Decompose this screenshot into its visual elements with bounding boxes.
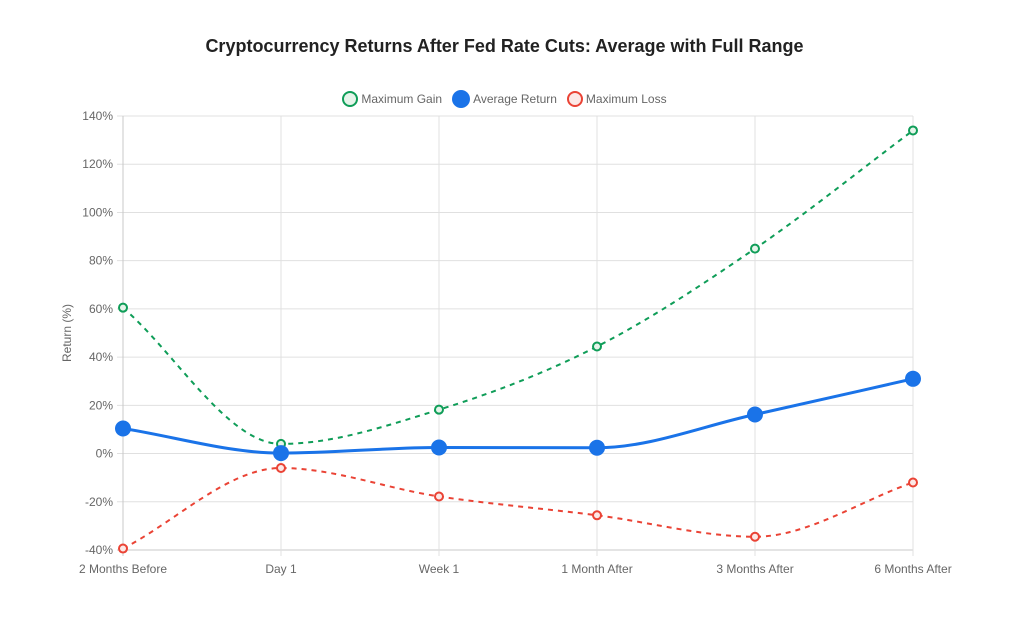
legend-item-maximum-gain[interactable]: Maximum Gain (342, 91, 442, 107)
legend: Maximum Gain Average Return Maximum Loss (0, 90, 1009, 108)
legend-item-maximum-loss[interactable]: Maximum Loss (566, 91, 667, 107)
x-tick-label: Day 1 (265, 562, 297, 576)
data-point-average-return[interactable] (589, 439, 605, 456)
grid (117, 115, 914, 556)
legend-swatch-average-return (452, 90, 471, 108)
y-tick-label: 120% (82, 157, 113, 171)
chart-title: Cryptocurrency Returns After Fed Rate Cu… (205, 36, 804, 56)
y-tick-label: 60% (89, 302, 113, 316)
data-point-maximum-gain[interactable] (750, 243, 760, 254)
legend-swatch-maximum-gain (342, 91, 359, 107)
series-line-maximum-loss (122, 467, 914, 550)
x-tick-label: 2 Months Before (79, 562, 167, 576)
series-maximum-loss (118, 463, 918, 554)
y-axis-title: Return (%) (60, 304, 74, 362)
data-point-maximum-gain[interactable] (908, 125, 918, 136)
data-point-maximum-loss[interactable] (908, 477, 918, 488)
data-point-maximum-gain[interactable] (592, 341, 602, 352)
data-point-maximum-loss[interactable] (434, 491, 444, 502)
data-point-maximum-gain[interactable] (118, 302, 128, 313)
x-tick-label: 1 Month After (561, 562, 632, 576)
legend-label: Average Return (473, 92, 557, 106)
x-axis: 2 Months Before Day 1 Week 1 1 Month After 3… (79, 562, 952, 576)
x-tick-label: 3 Months After (716, 562, 793, 576)
data-point-maximum-gain[interactable] (434, 404, 444, 415)
y-tick-label: 80% (89, 254, 113, 268)
x-tick-label: Week 1 (419, 562, 460, 576)
data-point-average-return[interactable] (115, 420, 131, 437)
data-point-average-return[interactable] (905, 370, 921, 387)
data-point-maximum-loss[interactable] (276, 463, 286, 474)
data-point-maximum-loss[interactable] (750, 531, 760, 542)
y-axis: 140% 120% 100% 80% 60% 40% 20% 0% -20% -40% (82, 109, 113, 557)
y-tick-label: 20% (89, 398, 113, 412)
y-tick-label: -20% (85, 495, 113, 509)
y-tick-label: -40% (85, 543, 113, 557)
y-tick-label: 0% (96, 447, 114, 461)
y-tick-label: 140% (82, 109, 113, 123)
series-maximum-gain (118, 125, 918, 449)
series-group (115, 125, 921, 554)
series-line-average-return (122, 377, 914, 455)
data-point-maximum-loss[interactable] (592, 510, 602, 521)
series-line-maximum-gain (122, 129, 914, 445)
data-point-average-return[interactable] (747, 406, 763, 423)
legend-item-average-return[interactable]: Average Return (452, 90, 557, 108)
x-tick-label: 6 Months After (874, 562, 951, 576)
legend-swatch-maximum-loss (566, 91, 583, 107)
y-tick-label: 100% (82, 205, 113, 219)
y-tick-label: 40% (89, 350, 113, 364)
legend-label: Maximum Loss (585, 92, 667, 106)
data-point-average-return[interactable] (273, 445, 289, 462)
data-point-maximum-loss[interactable] (118, 543, 128, 554)
series-average-return (115, 370, 921, 462)
legend-label: Maximum Gain (361, 92, 443, 106)
data-point-average-return[interactable] (431, 439, 447, 456)
